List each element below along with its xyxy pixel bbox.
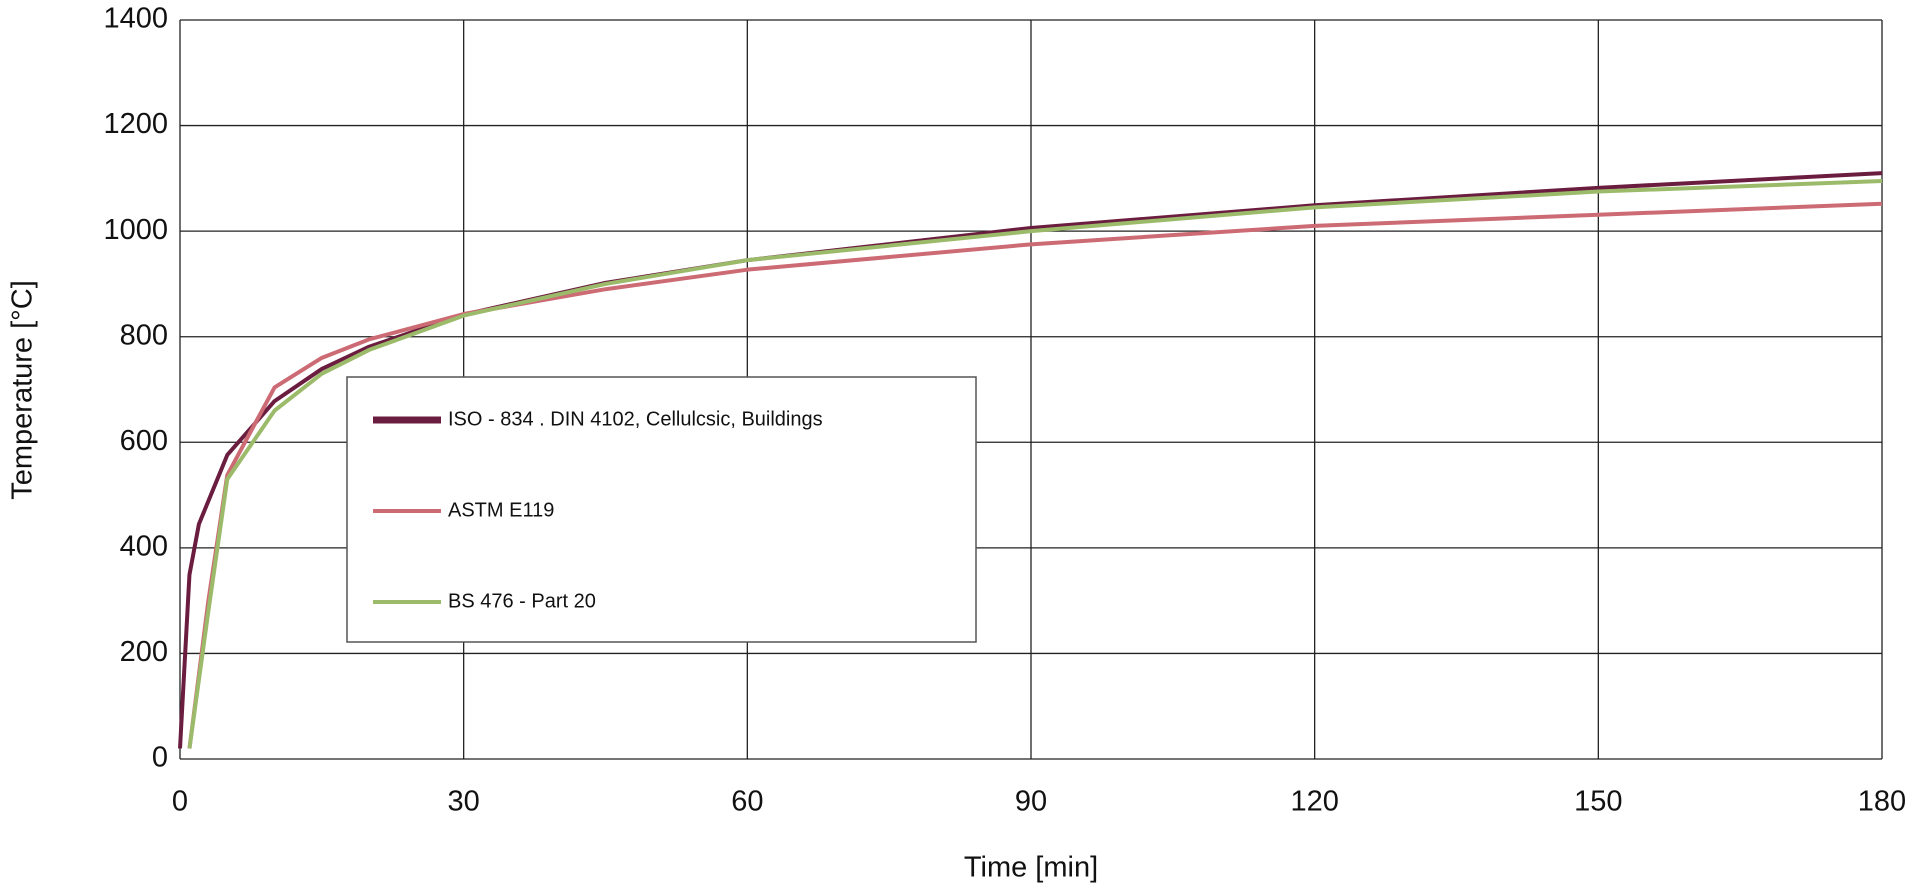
y-tick-label: 1000 (103, 214, 168, 246)
legend-label: BS 476 - Part 20 (448, 590, 596, 612)
x-tick-label: 150 (1574, 786, 1622, 818)
x-tick-label: 30 (448, 786, 480, 818)
y-tick-label: 200 (120, 636, 168, 668)
x-axis-label: Time [min] (964, 852, 1098, 884)
legend-box (346, 376, 977, 643)
x-tick-label: 90 (1015, 786, 1047, 818)
x-tick-label: 180 (1858, 786, 1906, 818)
y-tick-label: 400 (120, 531, 168, 563)
series-line (187, 178, 1883, 749)
x-tick-label: 120 (1290, 786, 1338, 818)
legend-label: ASTM E119 (448, 499, 554, 521)
y-tick-label: 1200 (103, 108, 168, 140)
y-axis-label: Temperature [°C] (7, 280, 39, 500)
y-tick-label: 600 (120, 425, 168, 457)
y-tick-label: 0 (152, 742, 168, 774)
y-tick-label: 800 (120, 319, 168, 351)
y-tick-label: 1400 (103, 3, 168, 35)
legend-label: ISO - 834 . DIN 4102, Cellulcsic, Buildi… (448, 408, 823, 430)
x-tick-label: 0 (172, 786, 188, 818)
x-tick-label: 60 (731, 786, 763, 818)
